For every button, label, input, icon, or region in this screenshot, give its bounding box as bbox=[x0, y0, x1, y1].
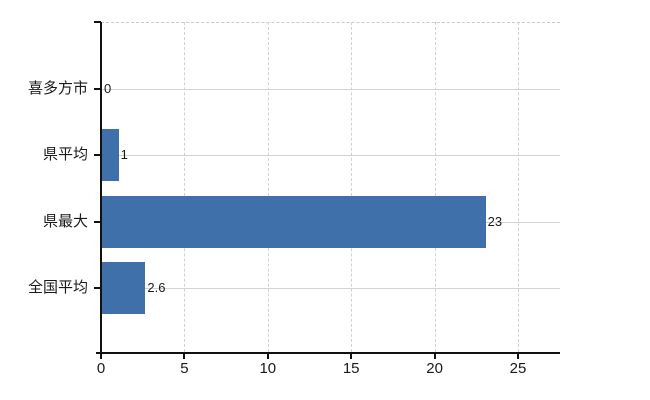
x-axis-tick bbox=[100, 354, 102, 359]
x-axis-tick bbox=[517, 354, 519, 359]
x-axis-tick bbox=[183, 354, 186, 359]
x-tick-label: 10 bbox=[259, 360, 277, 377]
value-label: 23 bbox=[487, 213, 503, 229]
value-label: 0 bbox=[104, 80, 112, 96]
category-label: 県最大 bbox=[42, 212, 88, 230]
grid-line-vertical bbox=[518, 22, 519, 352]
bar bbox=[102, 262, 146, 314]
category-label: 全国平均 bbox=[27, 279, 88, 296]
x-axis-tick bbox=[266, 354, 269, 359]
grid-line-horizontal bbox=[101, 288, 560, 289]
x-axis-line bbox=[96, 352, 560, 354]
bar bbox=[102, 129, 119, 181]
y-axis-tick bbox=[94, 154, 101, 156]
bar bbox=[102, 195, 486, 248]
grid-line-vertical bbox=[184, 22, 186, 352]
value-label: 1 bbox=[120, 147, 128, 162]
plot-top-border bbox=[101, 22, 560, 23]
grid-line-vertical bbox=[434, 22, 436, 352]
grid-line-vertical bbox=[351, 22, 353, 352]
grid-line-horizontal bbox=[101, 155, 560, 156]
value-label: 2.6 bbox=[147, 280, 166, 295]
y-axis-top-tick bbox=[94, 21, 101, 23]
x-tick-label: 15 bbox=[342, 360, 360, 377]
x-tick-label: 25 bbox=[509, 360, 527, 377]
y-axis-tick bbox=[94, 287, 101, 289]
category-label: 喜多方市 bbox=[27, 79, 88, 97]
category-label: 県平均 bbox=[42, 146, 88, 163]
y-axis-tick bbox=[94, 87, 101, 90]
x-tick-label: 5 bbox=[180, 360, 189, 377]
x-axis-tick bbox=[350, 354, 353, 359]
x-tick-label: 20 bbox=[426, 360, 443, 377]
y-axis-line bbox=[100, 22, 102, 354]
grid-line-horizontal bbox=[101, 88, 560, 90]
x-tick-label: 0 bbox=[96, 360, 106, 377]
y-axis-tick bbox=[94, 220, 101, 223]
grid-line-vertical bbox=[267, 22, 269, 352]
x-axis-tick bbox=[433, 354, 436, 359]
